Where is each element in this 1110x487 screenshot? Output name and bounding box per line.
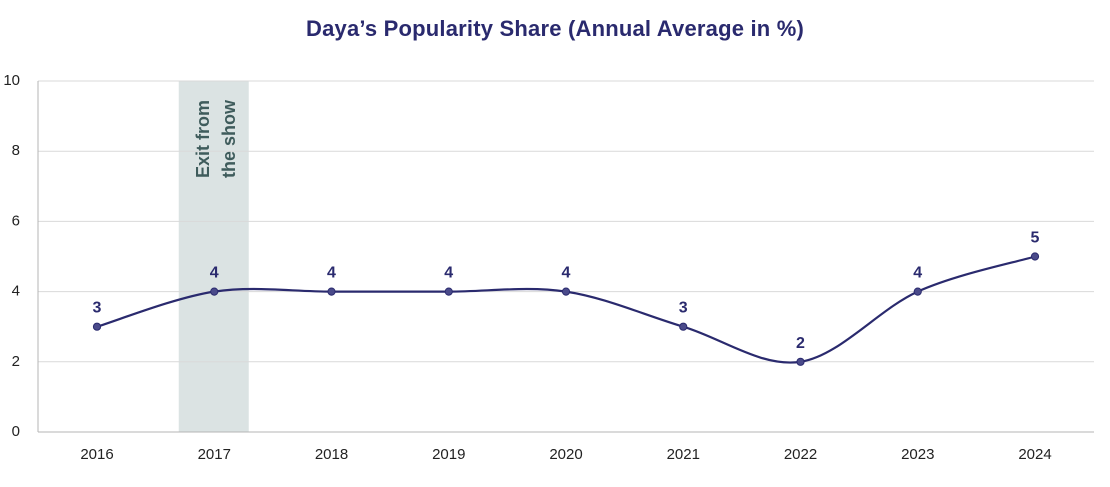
data-point-2016 [92,322,102,331]
data-label-2024: 5 [1031,230,1040,247]
x-tick-label-2016: 2016 [80,446,113,463]
data-point-2018 [327,287,336,296]
data-label-2017: 4 [210,265,219,282]
annotation-line-2: the show [219,99,239,178]
chart-title: Daya’s Popularity Share (Annual Average … [305,16,805,41]
x-tick-label-2017: 2017 [198,446,231,463]
data-label-2022: 2 [796,335,805,352]
x-tick-label-2023: 2023 [901,446,934,463]
y-tick-label-4: 4 [12,283,20,300]
data-label-2018: 4 [327,265,336,282]
x-tick-label-2024: 2024 [1018,446,1051,463]
y-tick-label-6: 6 [12,212,20,229]
data-point-2024 [1030,252,1040,261]
annotation-line-1: Exit from [193,100,213,178]
data-point-2023 [913,287,922,296]
data-label-2023: 4 [913,265,922,282]
data-point-2020 [561,287,571,296]
data-point-2021 [679,322,688,331]
x-tick-label-2020: 2020 [549,446,582,463]
y-tick-label-0: 0 [12,423,20,440]
x-tick-label-2021: 2021 [667,446,700,463]
y-tick-label-8: 8 [12,142,20,159]
data-label-2021: 3 [679,300,688,317]
data-point-2022 [796,357,805,366]
series-line [95,255,1037,364]
x-tick-label-2022: 2022 [784,446,817,463]
data-label-2016: 3 [93,300,102,317]
data-point-2019 [444,287,453,296]
annotation-text-group: Exit from the show [193,99,239,178]
annotation-band [178,81,249,432]
x-tick-label-2019: 2019 [432,446,465,463]
data-point-2017 [210,287,219,296]
data-label-2019: 4 [444,265,453,282]
data-label-2020: 4 [562,265,571,282]
y-tick-label-2: 2 [12,353,20,370]
x-tick-label-2018: 2018 [315,446,348,463]
y-tick-label-10: 10 [3,72,20,89]
